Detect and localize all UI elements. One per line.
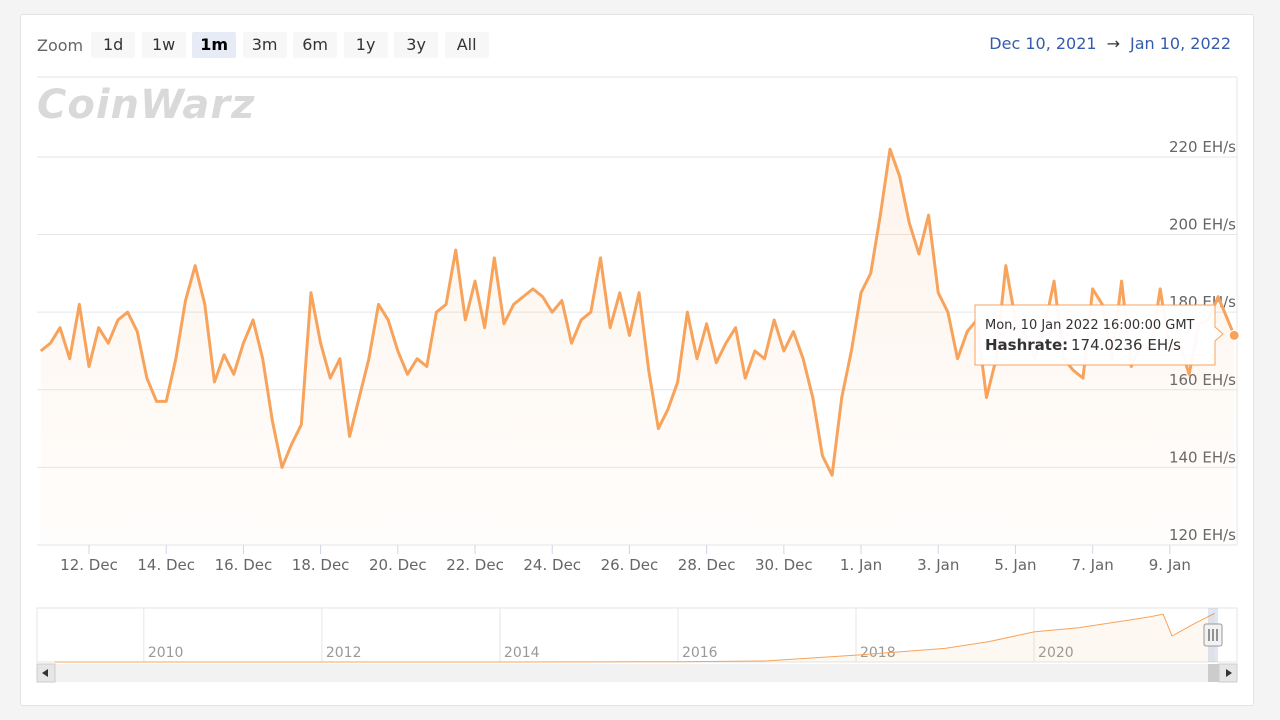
tooltip: Mon, 10 Jan 2022 16:00:00 GMT Hashrate: …	[974, 304, 1224, 366]
x-tick-label: 2014	[504, 645, 540, 661]
scrollbar-thumb	[1208, 664, 1219, 682]
x-tick-label: 14. Dec	[137, 556, 195, 574]
zoom-button[interactable]: 1d	[91, 32, 136, 58]
x-tick-label: 9. Jan	[1149, 556, 1191, 574]
x-tick-label: 20. Dec	[369, 556, 427, 574]
area	[40, 149, 1235, 545]
x-tick-label: 16. Dec	[215, 556, 273, 574]
x-tick-label: 2016	[682, 645, 718, 661]
date-range: Dec 10, 2021 → Jan 10, 2022	[989, 34, 1231, 53]
x-tick-label: 1. Jan	[840, 556, 882, 574]
scroll-right-arrow	[1226, 669, 1232, 677]
area	[54, 613, 1215, 662]
x-tick-label: 3. Jan	[917, 556, 959, 574]
x-tick-label: 30. Dec	[755, 556, 813, 574]
scrollbar-track	[37, 664, 1237, 682]
zoom-button[interactable]: 1w	[141, 32, 186, 58]
y-tick-label: 220 EH/s	[1169, 138, 1236, 156]
zoom-button[interactable]: 3y	[394, 32, 439, 58]
x-tick-label: 2010	[148, 645, 184, 661]
zoom-bar: Zoom 1d 1w 1m 3m 6m 1y 3y All	[37, 32, 495, 58]
x-tick-label: 24. Dec	[523, 556, 581, 574]
x-tick-label: 28. Dec	[678, 556, 736, 574]
x-tick-label: 18. Dec	[292, 556, 350, 574]
tooltip-label: Hashrate:	[985, 336, 1068, 354]
line	[54, 612, 1215, 663]
zoom-label: Zoom	[37, 35, 84, 55]
zoom-button[interactable]: All	[444, 32, 489, 58]
hover-point	[1228, 329, 1240, 341]
zoom-button[interactable]: 1y	[343, 32, 388, 58]
zoom-button[interactable]: 1m	[192, 32, 237, 58]
x-tick-label: 2020	[1038, 645, 1074, 661]
x-tick-label: 5. Jan	[994, 556, 1036, 574]
zoom-button[interactable]: 6m	[293, 32, 338, 58]
zoom-button[interactable]: 3m	[242, 32, 287, 58]
x-tick-label: 2012	[326, 645, 362, 661]
scroll-left-arrow	[42, 669, 48, 677]
x-tick-label: 22. Dec	[446, 556, 504, 574]
watermark: CoinWarz	[37, 82, 255, 128]
y-tick-label: 200 EH/s	[1169, 216, 1236, 234]
range-separator: →	[1106, 34, 1120, 53]
x-tick-label: 26. Dec	[601, 556, 659, 574]
range-to[interactable]: Jan 10, 2022	[1130, 34, 1231, 53]
range-from[interactable]: Dec 10, 2021	[989, 34, 1097, 53]
x-tick-label: 7. Jan	[1072, 556, 1114, 574]
x-tick-label: 12. Dec	[60, 556, 118, 574]
tooltip-value: 174.0236 EH/s	[1071, 336, 1181, 354]
tooltip-box	[974, 304, 1224, 366]
tooltip-title: Mon, 10 Jan 2022 16:00:00 GMT	[985, 318, 1195, 333]
